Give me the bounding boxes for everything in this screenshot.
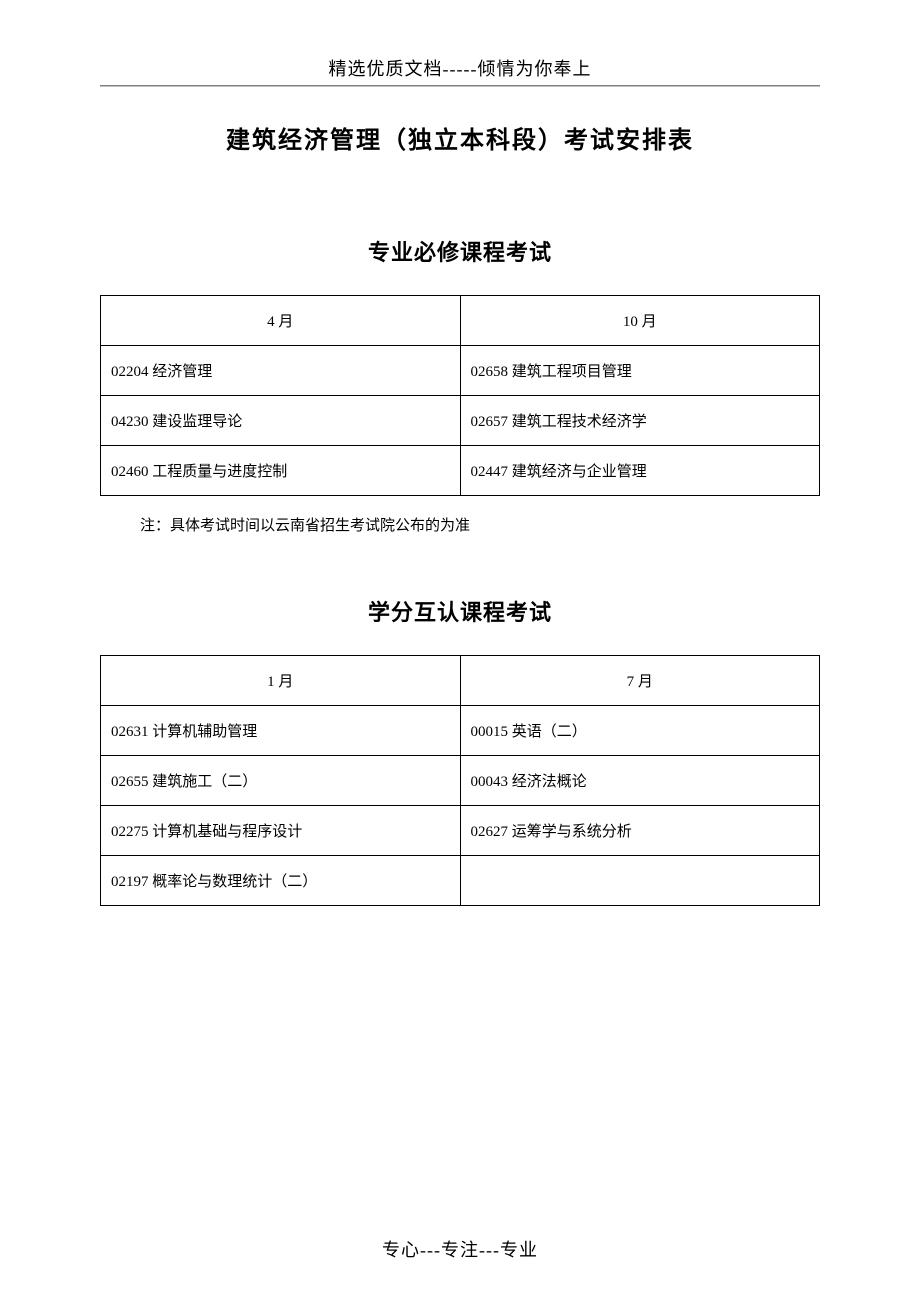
course-cell: 02275 计算机基础与程序设计 bbox=[101, 806, 461, 856]
table-required-courses: 4 月 10 月 02204 经济管理 02658 建筑工程项目管理 04230… bbox=[100, 295, 820, 496]
table-header-row: 1 月 7 月 bbox=[101, 656, 820, 706]
course-cell: 02204 经济管理 bbox=[101, 346, 461, 396]
table-row: 02275 计算机基础与程序设计 02627 运筹学与系统分析 bbox=[101, 806, 820, 856]
course-cell: 00043 经济法概论 bbox=[460, 756, 820, 806]
course-cell: 02627 运筹学与系统分析 bbox=[460, 806, 820, 856]
table-header-row: 4 月 10 月 bbox=[101, 296, 820, 346]
table-row: 02204 经济管理 02658 建筑工程项目管理 bbox=[101, 346, 820, 396]
table-row: 02197 概率论与数理统计（二） bbox=[101, 856, 820, 906]
main-title: 建筑经济管理（独立本科段）考试安排表 bbox=[100, 120, 820, 155]
course-cell: 02657 建筑工程技术经济学 bbox=[460, 396, 820, 446]
course-cell: 00015 英语（二） bbox=[460, 706, 820, 756]
course-cell bbox=[460, 856, 820, 906]
section1-title: 专业必修课程考试 bbox=[100, 235, 820, 267]
table-row: 02460 工程质量与进度控制 02447 建筑经济与企业管理 bbox=[101, 446, 820, 496]
course-cell: 02655 建筑施工（二） bbox=[101, 756, 461, 806]
page-footer: 专心---专注---专业 bbox=[0, 1236, 920, 1262]
col-header: 1 月 bbox=[101, 656, 461, 706]
table-row: 02631 计算机辅助管理 00015 英语（二） bbox=[101, 706, 820, 756]
col-header: 7 月 bbox=[460, 656, 820, 706]
col-header: 4 月 bbox=[101, 296, 461, 346]
course-cell: 02447 建筑经济与企业管理 bbox=[460, 446, 820, 496]
section2-title: 学分互认课程考试 bbox=[100, 595, 820, 627]
course-cell: 02197 概率论与数理统计（二） bbox=[101, 856, 461, 906]
course-cell: 02460 工程质量与进度控制 bbox=[101, 446, 461, 496]
col-header: 10 月 bbox=[460, 296, 820, 346]
table-row: 04230 建设监理导论 02657 建筑工程技术经济学 bbox=[101, 396, 820, 446]
course-cell: 02631 计算机辅助管理 bbox=[101, 706, 461, 756]
course-cell: 02658 建筑工程项目管理 bbox=[460, 346, 820, 396]
page-header: 精选优质文档-----倾情为你奉上 bbox=[100, 55, 820, 86]
course-cell: 04230 建设监理导论 bbox=[101, 396, 461, 446]
table-row: 02655 建筑施工（二） 00043 经济法概论 bbox=[101, 756, 820, 806]
note-text: 注：具体考试时间以云南省招生考试院公布的为准 bbox=[100, 514, 820, 535]
table-credit-courses: 1 月 7 月 02631 计算机辅助管理 00015 英语（二） 02655 … bbox=[100, 655, 820, 906]
